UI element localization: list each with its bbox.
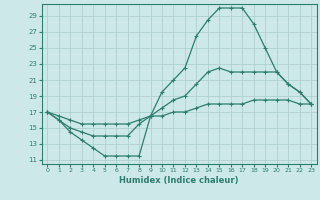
X-axis label: Humidex (Indice chaleur): Humidex (Indice chaleur) (119, 176, 239, 185)
